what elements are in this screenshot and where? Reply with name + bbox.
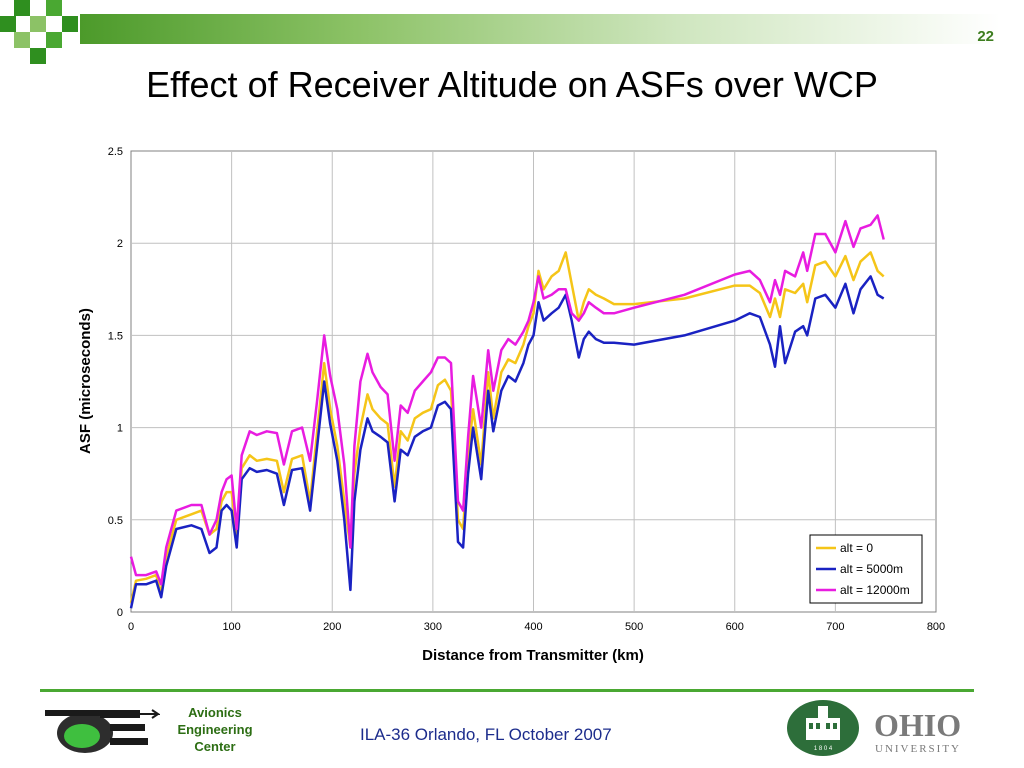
x-axis-label: Distance from Transmitter (km) xyxy=(422,647,644,664)
y-axis-label: ASF (microseconds) xyxy=(77,308,94,454)
corner-squares-decoration xyxy=(0,0,100,70)
y-tick-label: 1.5 xyxy=(108,330,123,342)
seal-year: 1 8 0 4 xyxy=(814,746,833,752)
x-tick-label: 600 xyxy=(726,621,744,633)
axis-ticks: 0 100 200 300 400 500 600 700 800 0 0.5 1 1.5 2 2.5 xyxy=(108,146,945,633)
y-tick-label: 2.5 xyxy=(108,146,123,158)
x-tick-label: 0 xyxy=(128,621,134,633)
legend-label: alt = 0 xyxy=(840,541,873,555)
x-tick-label: 400 xyxy=(524,621,542,633)
avionics-engineering-text: Avionics Engineering Center xyxy=(177,705,253,754)
ohio-university-logo: 1 8 0 4 OHIO UNIVERSITY xyxy=(787,700,961,756)
slide-title: Effect of Receiver Altitude on ASFs over… xyxy=(146,64,878,105)
avionics-engineering-logo xyxy=(45,709,160,753)
university-text: UNIVERSITY xyxy=(875,743,961,755)
asf-line-chart: 0 100 200 300 400 500 600 700 800 0 0.5 1 1.5 2 2.5 Di… xyxy=(77,146,945,664)
x-tick-label: 300 xyxy=(424,621,442,633)
series-line-1 xyxy=(129,275,885,609)
legend-label: alt = 5000m xyxy=(840,562,903,576)
footer-divider xyxy=(40,689,974,692)
x-tick-label: 200 xyxy=(323,621,341,633)
y-tick-label: 2 xyxy=(117,238,123,250)
conference-footer: ILA-36 Orlando, FL October 2007 xyxy=(360,725,612,744)
slide-number: 22 xyxy=(977,28,994,45)
chart-legend: alt = 0 alt = 5000m alt = 12000m xyxy=(809,534,923,604)
x-tick-label: 800 xyxy=(927,621,945,633)
x-tick-label: 100 xyxy=(222,621,240,633)
y-tick-label: 1 xyxy=(117,423,123,435)
series-line-2 xyxy=(129,214,885,586)
legend-label: alt = 12000m xyxy=(840,583,910,597)
header-gradient-bar xyxy=(80,14,1000,44)
x-tick-label: 700 xyxy=(826,621,844,633)
x-tick-label: 500 xyxy=(625,621,643,633)
y-tick-label: 0.5 xyxy=(108,515,123,527)
y-tick-label: 0 xyxy=(117,607,123,619)
ohio-text: OHIO xyxy=(874,707,961,743)
series-lines xyxy=(129,214,885,609)
